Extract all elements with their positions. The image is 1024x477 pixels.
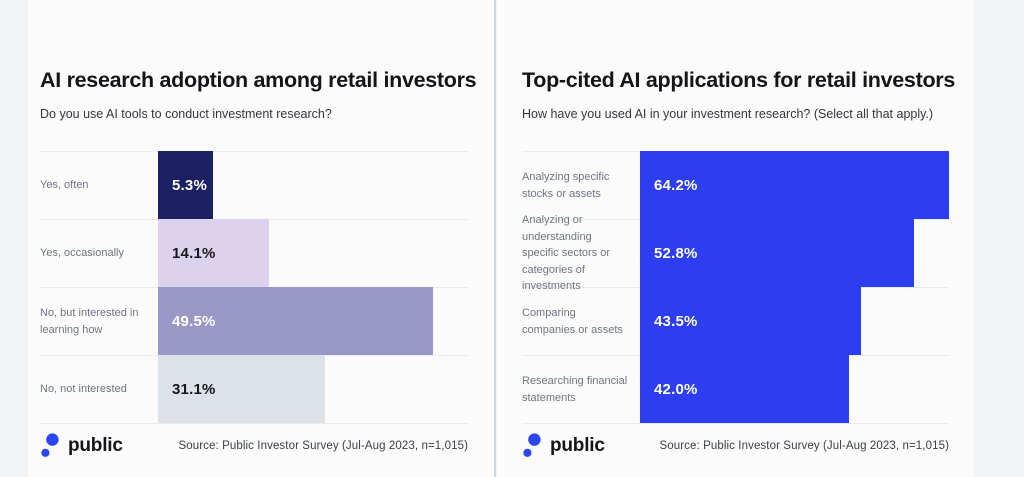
chart-row: Comparing companies or assets 43.5% — [522, 287, 949, 355]
bar-track: 31.1% — [158, 355, 468, 423]
left-chart-panel: AI research adoption among retail invest… — [28, 0, 494, 477]
bar-track: 43.5% — [640, 287, 949, 355]
bar: 43.5% — [640, 287, 861, 355]
source-text: Source: Public Investor Survey (Jul-Aug … — [659, 440, 949, 452]
chart-row: Yes, often 5.3% — [40, 151, 468, 219]
public-logo: public — [522, 433, 605, 459]
bar-value-label: 42.0% — [654, 380, 698, 398]
chart-subtitle: How have you used AI in your investment … — [522, 107, 934, 121]
category-label: Analyzing or understanding specific sect… — [522, 214, 611, 293]
category-label: Comparing companies or assets — [522, 307, 623, 336]
right-chart-panel: Top-cited AI applications for retail inv… — [497, 0, 974, 477]
chart-footer: public Source: Public Investor Survey (J… — [40, 429, 468, 463]
source-text: Source: Public Investor Survey (Jul-Aug … — [178, 440, 468, 452]
category-label: Researching financial statements — [522, 375, 628, 404]
bar-chart: Yes, often 5.3% Yes, occasionally 14.1% … — [40, 151, 468, 424]
public-logo-icon — [522, 433, 543, 459]
bar: 31.1% — [158, 355, 326, 423]
chart-row: Researching financial statements 42.0% — [522, 355, 949, 423]
bar-value-label: 31.1% — [172, 380, 216, 398]
category-label: No, but interested in learning how — [40, 307, 139, 336]
public-logo-wordmark: public — [68, 435, 123, 456]
bar-chart: Analyzing specific stocks or assets 64.2… — [522, 151, 949, 424]
category-label: Yes, occasionally — [40, 247, 124, 260]
chart-row: No, but interested in learning how 49.5% — [40, 287, 468, 355]
chart-row: Analyzing or understanding specific sect… — [522, 214, 949, 293]
chart-row: No, not interested 31.1% — [40, 355, 468, 423]
bar-track: 14.1% — [158, 219, 468, 287]
bar-value-label: 49.5% — [172, 312, 216, 330]
public-logo: public — [40, 433, 123, 459]
chart-title: Top-cited AI applications for retail inv… — [522, 68, 955, 92]
bar: 52.8% — [640, 219, 915, 287]
chart-title: AI research adoption among retail invest… — [40, 68, 477, 92]
public-logo-icon — [40, 433, 61, 459]
bar-value-label: 14.1% — [172, 244, 216, 262]
category-label: Yes, often — [40, 179, 89, 192]
category-label: No, not interested — [40, 383, 127, 396]
bar: 5.3% — [158, 151, 213, 219]
bar-track: 5.3% — [158, 151, 468, 219]
bar-track: 64.2% — [640, 151, 949, 219]
chart-footer: public Source: Public Investor Survey (J… — [522, 429, 949, 463]
bar-value-label: 43.5% — [654, 312, 698, 330]
bar-value-label: 52.8% — [654, 244, 698, 262]
panel-divider — [494, 0, 496, 477]
chart-row: Analyzing specific stocks or assets 64.2… — [522, 151, 949, 219]
bar: 49.5% — [158, 287, 433, 355]
bar-track: 52.8% — [640, 219, 949, 287]
public-logo-wordmark: public — [550, 435, 605, 456]
bar: 42.0% — [640, 355, 849, 423]
chart-subtitle: Do you use AI tools to conduct investmen… — [40, 107, 332, 121]
bar-value-label: 64.2% — [654, 176, 698, 194]
bar: 64.2% — [640, 151, 949, 219]
category-label: Analyzing specific stocks or assets — [522, 171, 610, 200]
bar: 14.1% — [158, 219, 269, 287]
bar-value-label: 5.3% — [172, 176, 207, 194]
bar-track: 42.0% — [640, 355, 949, 423]
bar-track: 49.5% — [158, 287, 468, 355]
chart-row: Yes, occasionally 14.1% — [40, 219, 468, 287]
